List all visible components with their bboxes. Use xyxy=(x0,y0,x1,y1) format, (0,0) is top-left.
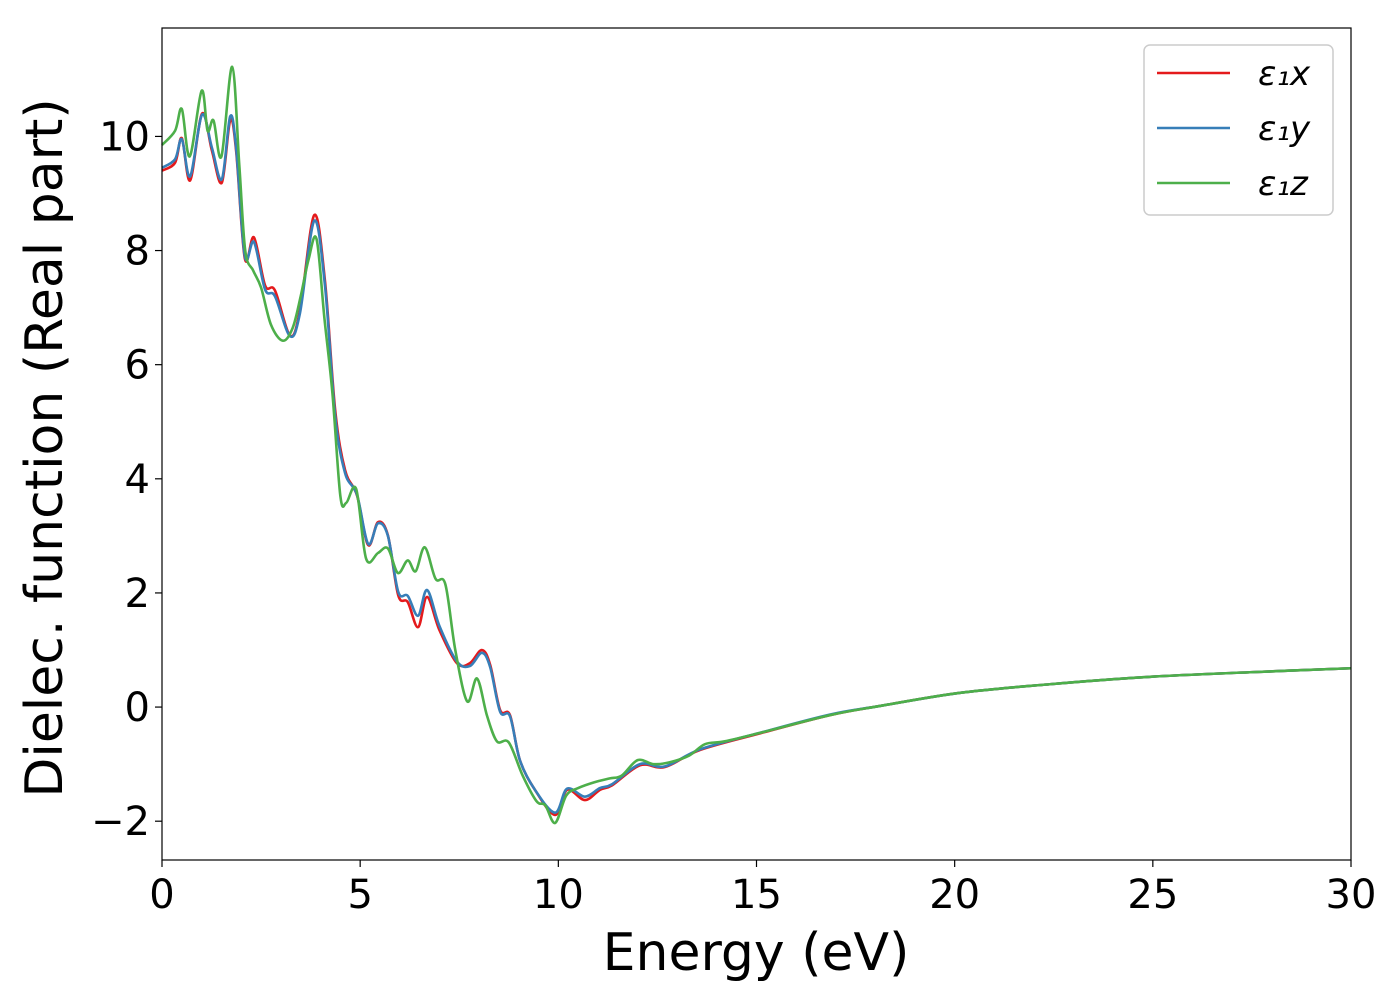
x-tick-label: 30 xyxy=(1326,872,1377,918)
x-axis-label: Energy (eV) xyxy=(603,923,910,983)
legend-box xyxy=(1143,44,1334,216)
series-line-2 xyxy=(161,113,1352,814)
x-tick-label: 20 xyxy=(929,872,980,918)
series-layer xyxy=(161,65,1352,825)
ticks-layer: 0 5 10 15 20 25 30 −2 0 2 4 6 8 10 xyxy=(91,114,1376,918)
x-tick-label: 10 xyxy=(533,872,584,918)
series-line-1 xyxy=(161,111,1352,817)
legend: ε₁x ε₁y ε₁z xyxy=(1143,44,1334,216)
y-tick-label: 2 xyxy=(125,571,150,617)
x-tick-label: 15 xyxy=(731,872,782,918)
x-tick-label: 25 xyxy=(1127,872,1178,918)
y-tick-label: 8 xyxy=(125,229,150,275)
y-tick-label: 6 xyxy=(125,343,150,389)
series-line-3 xyxy=(161,65,1352,825)
y-axis-label: Dielec. function (Real part) xyxy=(15,98,75,797)
x-tick-label: 5 xyxy=(347,872,372,918)
y-tick-label: 0 xyxy=(125,685,150,731)
y-tick-label: −2 xyxy=(91,799,150,845)
y-tick-label: 4 xyxy=(125,457,150,503)
legend-label-1: ε₁x xyxy=(1258,54,1311,94)
legend-label-3: ε₁z xyxy=(1258,164,1309,204)
legend-label-2: ε₁y xyxy=(1258,109,1311,149)
y-tick-label: 10 xyxy=(99,114,150,160)
x-tick-label: 0 xyxy=(149,872,174,918)
